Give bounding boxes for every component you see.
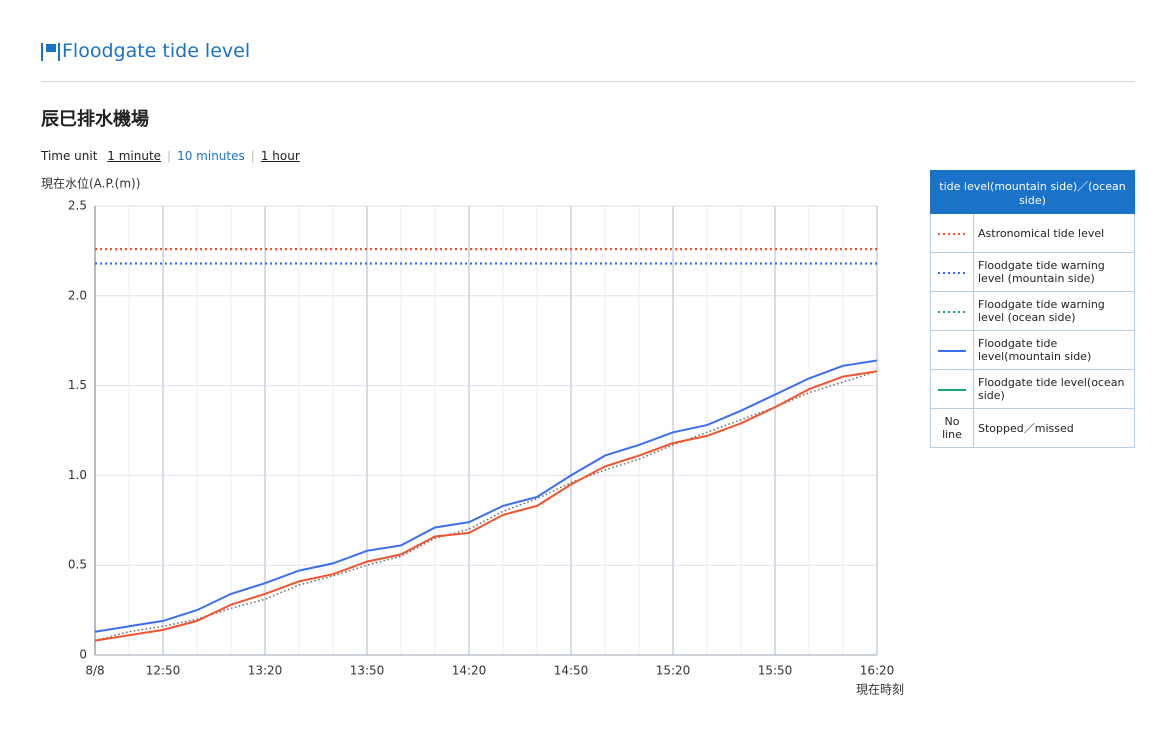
separator: | — [250, 149, 255, 163]
x-tick-label: 15:50 — [758, 664, 793, 678]
x-tick-label: 13:50 — [350, 664, 385, 678]
time-unit-option[interactable]: 1 hour — [260, 149, 300, 163]
legend-title: tide level(mountain side)／(ocean side) — [930, 170, 1135, 214]
legend-label: Floodgate tide warning level (ocean side… — [973, 291, 1135, 331]
legend-symbol — [930, 291, 974, 331]
legend-swatch — [938, 349, 966, 352]
y-tick-label: 2.5 — [68, 199, 87, 213]
legend-swatch — [938, 310, 966, 313]
legend-symbol: No line — [930, 408, 974, 448]
legend-row: No line Stopped／missed — [930, 408, 1135, 448]
x-tick-label: 14:50 — [554, 664, 589, 678]
separator: | — [167, 149, 172, 163]
legend-row: Floodgate tide warning level (mountain s… — [930, 252, 1135, 292]
time-unit-label: Time unit — [41, 149, 98, 163]
x-tick-label: 14:20 — [452, 664, 487, 678]
x-tick-label: 16:20 — [860, 664, 895, 678]
y-axis-label: 現在水位(A.P.(m)) — [41, 176, 140, 191]
legend-row: Astronomical tide level — [930, 213, 1135, 253]
x-tick-label: 8/8 — [85, 664, 104, 678]
x-tick-label: 15:20 — [656, 664, 691, 678]
time-unit-option[interactable]: 10 minutes — [177, 149, 245, 163]
legend-label: Floodgate tide warning level (mountain s… — [973, 252, 1135, 292]
legend-symbol-text: No line — [942, 415, 962, 441]
y-tick-label: 0 — [79, 648, 87, 662]
legend-label: Floodgate tide level(mountain side) — [973, 330, 1135, 370]
legend-label: Astronomical tide level — [973, 213, 1135, 253]
legend-symbol — [930, 213, 974, 253]
data-line — [94, 370, 878, 642]
y-tick-label: 2.0 — [68, 288, 87, 302]
legend-label: Floodgate tide level(ocean side) — [973, 369, 1135, 409]
legend-row: Floodgate tide warning level (ocean side… — [930, 291, 1135, 331]
legend-label: Stopped／missed — [973, 408, 1135, 448]
data-line — [94, 359, 878, 633]
y-tick-label: 0.5 — [68, 558, 87, 572]
legend-swatch — [938, 271, 966, 274]
legend-symbol — [930, 330, 974, 370]
station-name: 辰巳排水機場 — [41, 109, 149, 130]
x-axis-label: 現在時刻 — [856, 683, 904, 697]
data-line — [94, 370, 878, 642]
legend-symbol — [930, 252, 974, 292]
legend-swatch — [938, 232, 966, 235]
legend-row: Floodgate tide level(ocean side) — [930, 369, 1135, 409]
legend-symbol — [930, 369, 974, 409]
legend-row: Floodgate tide level(mountain side) — [930, 330, 1135, 370]
header-icon — [41, 43, 60, 61]
x-tick-label: 12:50 — [146, 664, 181, 678]
y-tick-label: 1.0 — [68, 468, 87, 482]
legend: tide level(mountain side)／(ocean side) A… — [930, 170, 1135, 448]
divider — [41, 81, 1135, 82]
time-unit-option[interactable]: 1 minute — [107, 149, 162, 163]
page-title: Floodgate tide level — [62, 40, 251, 62]
y-tick-label: 1.5 — [68, 378, 87, 392]
legend-swatch — [938, 388, 966, 391]
x-tick-label: 13:20 — [248, 664, 283, 678]
time-unit: Time unit 1 minute | 10 minutes | 1 hour — [41, 149, 306, 163]
